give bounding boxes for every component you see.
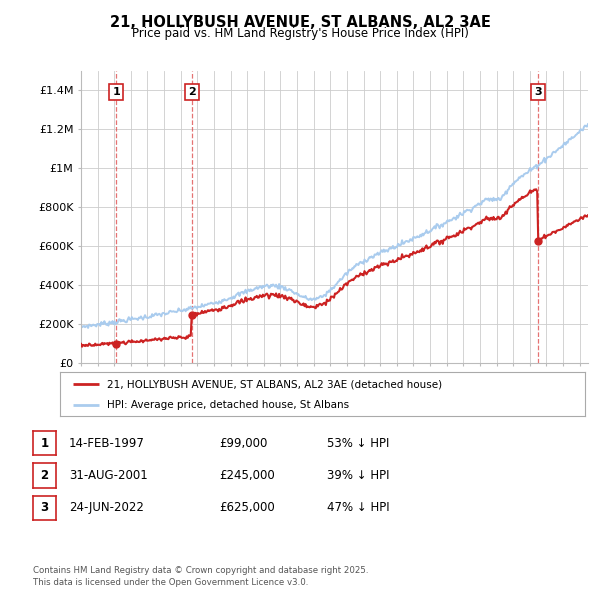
Text: 3: 3: [534, 87, 542, 97]
Text: £625,000: £625,000: [219, 502, 275, 514]
Text: 1: 1: [112, 87, 120, 97]
Text: Price paid vs. HM Land Registry's House Price Index (HPI): Price paid vs. HM Land Registry's House …: [131, 27, 469, 40]
Text: HPI: Average price, detached house, St Albans: HPI: Average price, detached house, St A…: [107, 400, 349, 410]
Text: 31-AUG-2001: 31-AUG-2001: [69, 469, 148, 482]
Text: 53% ↓ HPI: 53% ↓ HPI: [327, 437, 389, 450]
Text: 21, HOLLYBUSH AVENUE, ST ALBANS, AL2 3AE: 21, HOLLYBUSH AVENUE, ST ALBANS, AL2 3AE: [110, 15, 490, 30]
Text: 3: 3: [40, 502, 49, 514]
Text: £99,000: £99,000: [219, 437, 268, 450]
Text: 14-FEB-1997: 14-FEB-1997: [69, 437, 145, 450]
Text: 1: 1: [40, 437, 49, 450]
Text: 21, HOLLYBUSH AVENUE, ST ALBANS, AL2 3AE (detached house): 21, HOLLYBUSH AVENUE, ST ALBANS, AL2 3AE…: [107, 379, 442, 389]
Text: £245,000: £245,000: [219, 469, 275, 482]
Text: 39% ↓ HPI: 39% ↓ HPI: [327, 469, 389, 482]
Text: 47% ↓ HPI: 47% ↓ HPI: [327, 502, 389, 514]
Text: Contains HM Land Registry data © Crown copyright and database right 2025.
This d: Contains HM Land Registry data © Crown c…: [33, 566, 368, 587]
Text: 2: 2: [188, 87, 196, 97]
Text: 2: 2: [40, 469, 49, 482]
Text: 24-JUN-2022: 24-JUN-2022: [69, 502, 144, 514]
